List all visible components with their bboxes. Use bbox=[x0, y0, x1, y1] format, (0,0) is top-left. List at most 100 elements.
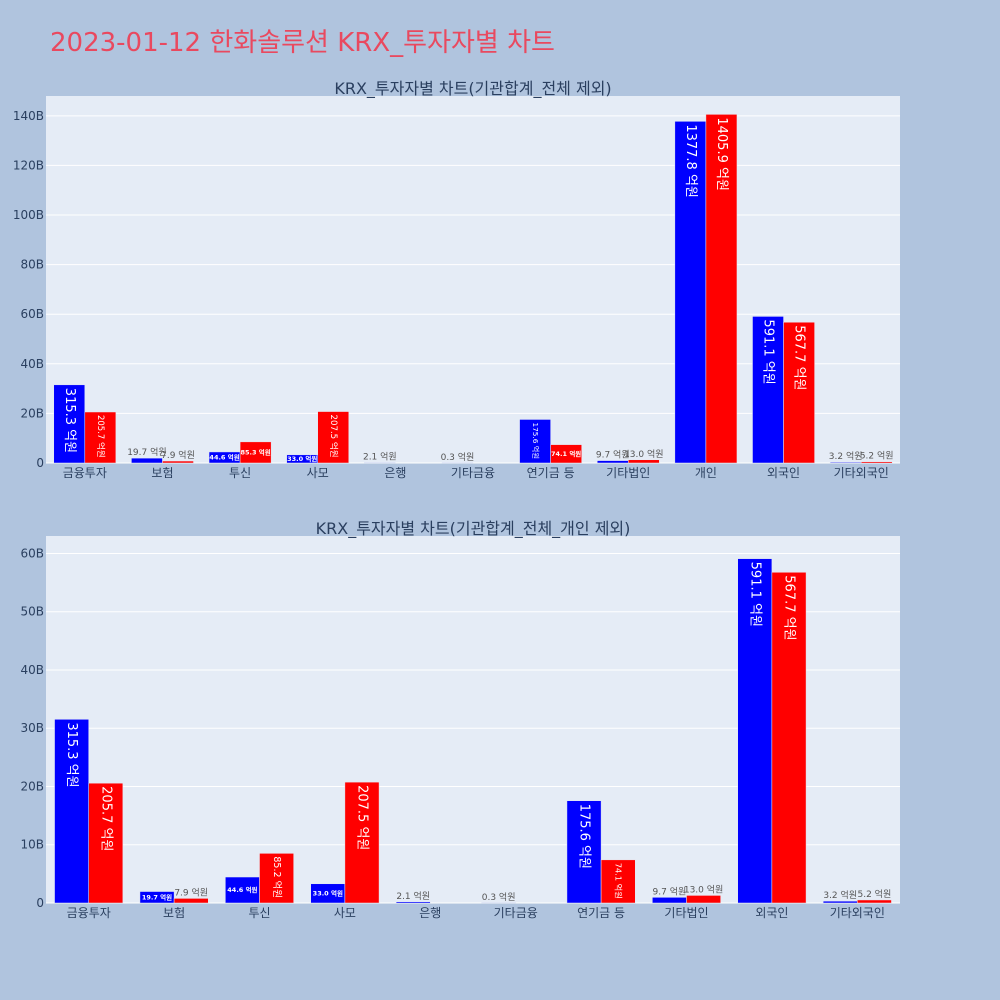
x-tick-label: 기타법인 bbox=[606, 466, 650, 480]
data-label: 591.1 억원 bbox=[747, 562, 762, 627]
bar bbox=[705, 114, 738, 464]
x-tick-label: 금융투자 bbox=[67, 906, 111, 920]
data-label: 9.7 억원 bbox=[653, 885, 687, 897]
y-tick-label: 40B bbox=[20, 357, 44, 371]
data-label: 74.1 억원 bbox=[551, 449, 581, 458]
bar bbox=[88, 782, 124, 904]
x-tick-label: 보험 bbox=[151, 466, 173, 480]
bar bbox=[519, 419, 551, 464]
data-label: 44.6 억원 bbox=[209, 453, 239, 462]
y-tick-label: 30B bbox=[20, 721, 44, 735]
data-label: 3.2 억원 bbox=[829, 450, 863, 462]
data-label: 33.0 억원 bbox=[287, 454, 317, 463]
x-tick-label: 사모 bbox=[334, 906, 356, 920]
data-label: 207.5 억원 bbox=[328, 415, 340, 458]
data-label: 19.7 억원 bbox=[127, 446, 166, 458]
bar bbox=[771, 572, 807, 904]
y-tick-label: 80B bbox=[20, 258, 44, 272]
data-label: 2.1 억원 bbox=[396, 890, 430, 902]
data-label: 19.7 억원 bbox=[142, 892, 172, 901]
bar bbox=[737, 558, 773, 904]
bar bbox=[550, 444, 582, 464]
chart-2: 0 10B 20B 30B 40B 50B 60B KRX_투자자별 차트(기관합계_전체_개… bbox=[20, 519, 900, 920]
data-label: 74.1 억원 bbox=[614, 863, 624, 899]
y-tick-label: 10B bbox=[20, 838, 44, 852]
y-tick-label: 0 bbox=[36, 896, 44, 910]
data-label: 175.6 억원 bbox=[531, 422, 540, 459]
data-label: 175.6 억원 bbox=[577, 804, 592, 869]
bar bbox=[54, 719, 89, 904]
bar bbox=[344, 781, 380, 904]
bar bbox=[829, 461, 862, 464]
bar bbox=[239, 441, 272, 464]
bar bbox=[686, 895, 721, 904]
bar bbox=[783, 321, 815, 464]
bar bbox=[822, 900, 858, 904]
y-tick-label: 60B bbox=[20, 546, 44, 560]
y-tick-label: 60B bbox=[20, 307, 44, 321]
data-label: 205.7 억원 bbox=[95, 415, 106, 458]
data-label: 591.1 억원 bbox=[761, 319, 776, 384]
y-tick-label: 0 bbox=[36, 456, 44, 470]
data-label: 7.9 억원 bbox=[161, 449, 195, 461]
x-tick-label: 투신 bbox=[229, 466, 251, 480]
y-tick-label: 50B bbox=[20, 605, 44, 619]
x-tick-label: 외국인 bbox=[767, 466, 800, 480]
bar bbox=[139, 891, 175, 904]
data-label: 85.3 억원 bbox=[240, 448, 270, 457]
bar bbox=[752, 316, 784, 464]
bar bbox=[225, 876, 260, 904]
data-label: 567.7 억원 bbox=[781, 575, 796, 640]
bar bbox=[596, 460, 629, 464]
chart-title: KRX_투자자별 차트(기관합계_전체_개인 제외) bbox=[316, 519, 631, 539]
data-label: 2.1 억원 bbox=[363, 450, 397, 462]
data-label: 44.6 억원 bbox=[227, 885, 257, 894]
data-label: 33.0 억원 bbox=[313, 889, 343, 898]
y-tick-label: 120B bbox=[13, 158, 44, 172]
data-label: 7.9 억원 bbox=[174, 886, 208, 898]
x-tick-label: 사모 bbox=[307, 466, 329, 480]
y-tick-label: 40B bbox=[20, 663, 44, 677]
x-tick-label: 외국인 bbox=[755, 906, 788, 920]
x-tick-label: 기타외국인 bbox=[830, 906, 885, 920]
bar bbox=[259, 853, 294, 904]
data-label: 315.3 억원 bbox=[62, 388, 77, 453]
data-label: 5.2 억원 bbox=[860, 450, 894, 462]
bar bbox=[674, 121, 707, 464]
data-label: 315.3 억원 bbox=[64, 722, 79, 787]
bar bbox=[173, 898, 209, 904]
y-tick-label: 20B bbox=[20, 406, 44, 420]
bar bbox=[857, 899, 892, 904]
x-tick-label: 기타법인 bbox=[664, 906, 708, 920]
data-label: 567.7 억원 bbox=[792, 325, 807, 390]
bar bbox=[566, 800, 602, 904]
x-tick-label: 개인 bbox=[695, 466, 717, 480]
data-label: 3.2 억원 bbox=[823, 889, 857, 901]
chart-1: 0 20B 40B 60B 80B 100B 120B 140B KRX_투자자별 차트(기관합… bbox=[13, 79, 900, 480]
y-tick-label: 140B bbox=[13, 109, 44, 123]
data-label: 9.7 억원 bbox=[596, 449, 630, 461]
bar bbox=[395, 901, 431, 904]
bar bbox=[162, 460, 194, 464]
chart-title: KRX_투자자별 차트(기관합계_전체 제외) bbox=[334, 79, 611, 99]
data-label: 0.3 억원 bbox=[441, 451, 475, 463]
data-label: 13.0 억원 bbox=[684, 883, 723, 895]
bar bbox=[131, 457, 163, 464]
x-tick-label: 금융투자 bbox=[63, 466, 107, 480]
data-label: 1405.9 억원 bbox=[714, 117, 729, 191]
data-label: 85.2 억원 bbox=[271, 856, 283, 898]
bar bbox=[652, 897, 687, 904]
bar bbox=[84, 411, 117, 464]
x-tick-label: 투신 bbox=[248, 906, 270, 920]
y-tick-label: 20B bbox=[20, 779, 44, 793]
bar bbox=[860, 461, 893, 464]
x-tick-label: 기타외국인 bbox=[834, 466, 889, 480]
data-label: 205.7 억원 bbox=[98, 786, 113, 851]
bar bbox=[628, 459, 660, 464]
x-tick-label: 연기금 등 bbox=[527, 466, 575, 480]
x-tick-label: 연기금 등 bbox=[577, 906, 625, 920]
x-tick-label: 은행 bbox=[384, 465, 406, 480]
page-title: 2023-01-12 한화솔루션 KRX_투자자별 차트 bbox=[50, 28, 555, 58]
y-tick-label: 100B bbox=[13, 208, 44, 222]
